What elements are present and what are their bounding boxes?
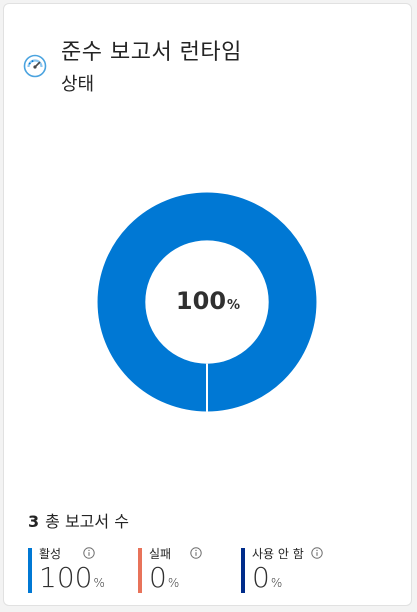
stat-active-bar	[28, 548, 32, 593]
total-reports: 3 총 보고서 수	[28, 508, 129, 532]
stat-active-label: 활성	[39, 547, 62, 561]
stat-active-value: 100%	[39, 561, 105, 594]
stat-failed-bar	[138, 548, 142, 593]
total-reports-count: 3	[28, 512, 40, 531]
stat-active-number: 100	[39, 561, 93, 594]
stat-disabled-value: 0%	[252, 561, 282, 594]
report-runtime-card: 준수 보고서 런타임 상태 100% 3 총 보고서 수 활성 100% 실패 0…	[3, 3, 412, 606]
donut-center-unit: %	[227, 298, 241, 313]
donut-center-value: 100%	[108, 287, 308, 315]
stat-active-unit: %	[93, 576, 105, 590]
donut-center-number: 100	[175, 287, 227, 315]
stat-failed-number: 0	[149, 561, 167, 594]
donut-chart	[97, 192, 317, 412]
info-icon[interactable]	[311, 547, 323, 559]
stat-failed-value: 0%	[149, 561, 179, 594]
stat-disabled-bar	[241, 548, 245, 593]
stat-failed-unit: %	[167, 576, 180, 590]
info-icon[interactable]	[190, 547, 202, 559]
stat-disabled-label: 사용 안 함	[252, 547, 304, 561]
card-subtitle: 상태	[61, 74, 95, 95]
card-title: 준수 보고서 런타임	[61, 40, 242, 65]
stat-failed-label: 실패	[149, 547, 172, 561]
stat-disabled-unit: %	[270, 576, 283, 590]
total-reports-label: 총 보고서 수	[45, 512, 129, 531]
info-icon[interactable]	[83, 547, 95, 559]
gauge-icon	[23, 54, 47, 78]
stat-disabled-number: 0	[252, 561, 270, 594]
